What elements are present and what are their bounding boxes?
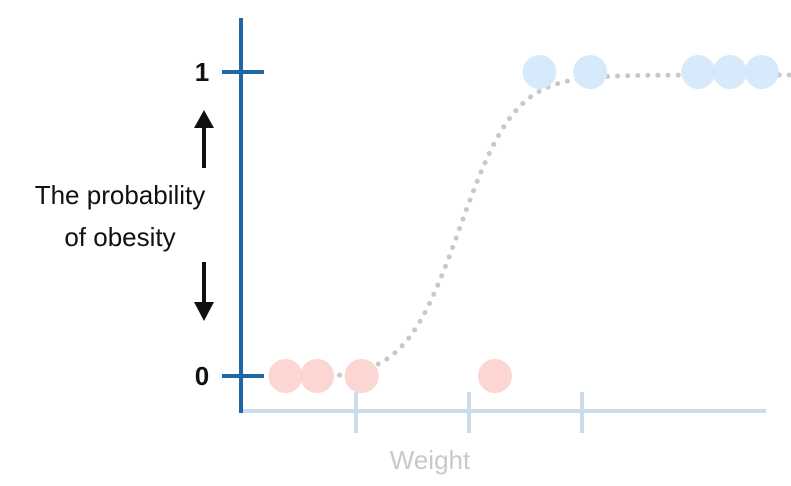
y-tick-label-1: 1 <box>195 57 209 87</box>
data-points <box>268 55 779 393</box>
data-point-s2-3 <box>344 359 379 393</box>
logistic-curve <box>276 72 791 382</box>
data-point-s2-2 <box>300 359 335 393</box>
ylabel-arrows <box>194 110 214 321</box>
ylabel-line-2: of obesity <box>64 222 176 252</box>
y-tick-label-0: 0 <box>195 361 209 391</box>
data-point-s1-2 <box>573 55 608 89</box>
arrow-up-icon <box>194 110 214 128</box>
x-axis <box>241 392 766 433</box>
x-axis-label: Weight <box>389 445 471 475</box>
y-tick-labels: 01 <box>195 57 209 391</box>
arrow-down-icon <box>194 302 214 321</box>
y-axis <box>222 18 264 413</box>
ylabel-line-1: The probability <box>34 180 206 210</box>
data-point-s2-4 <box>478 359 512 393</box>
data-point-s1-1 <box>522 55 557 89</box>
data-point-s1-3 <box>681 55 716 89</box>
data-point-s1-4 <box>712 55 747 89</box>
data-point-s2-1 <box>268 359 303 393</box>
logistic-curve-group <box>276 72 791 382</box>
data-point-s1-5 <box>744 55 779 89</box>
